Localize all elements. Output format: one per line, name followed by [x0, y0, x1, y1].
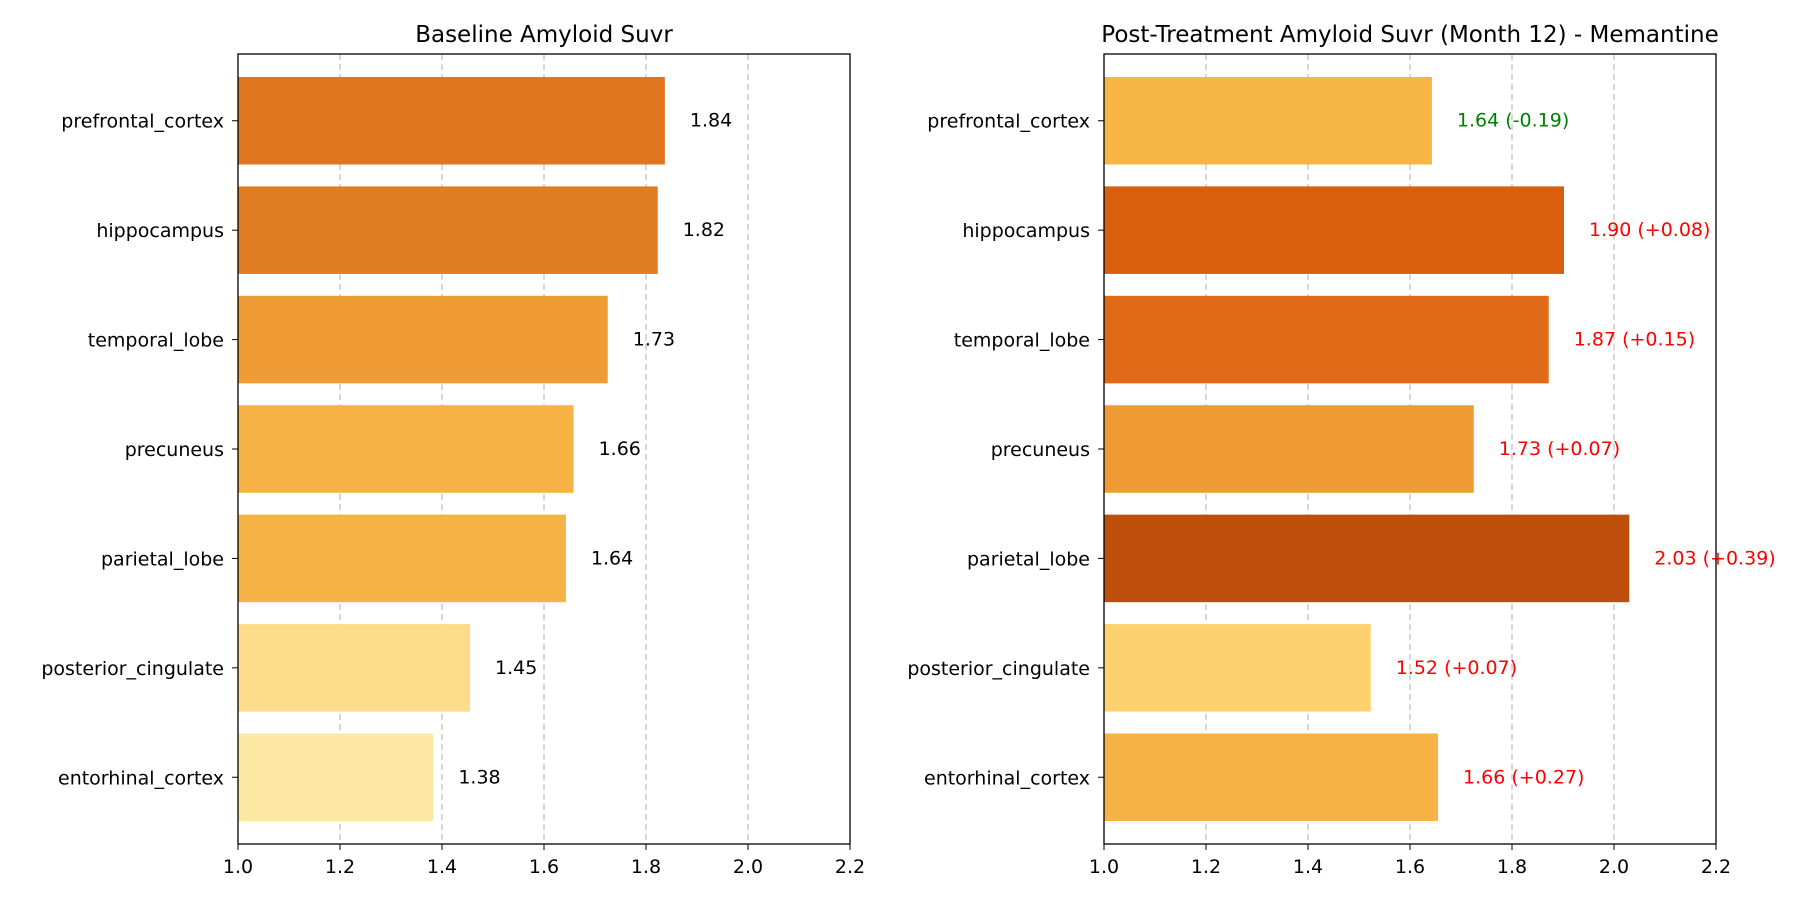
data-label: 2.03 (+0.39)	[1654, 547, 1775, 569]
data-label: 1.73 (+0.07)	[1499, 438, 1620, 460]
x-tick-label: 2.0	[733, 856, 763, 878]
y-tick-label: posterior_cingulate	[41, 658, 224, 680]
x-tick-label: 1.4	[427, 856, 457, 878]
bar	[1104, 624, 1371, 712]
x-tick-label: 1.0	[223, 856, 253, 878]
data-label: 1.87 (+0.15)	[1574, 329, 1695, 351]
bar	[1104, 186, 1565, 274]
bar	[1104, 733, 1439, 822]
data-label: 1.73	[633, 329, 675, 351]
bar	[238, 733, 434, 822]
y-tick-label: parietal_lobe	[967, 548, 1090, 570]
y-tick-label: posterior_cingulate	[907, 658, 1090, 680]
data-label: 1.52 (+0.07)	[1396, 657, 1517, 679]
bar	[1104, 514, 1630, 603]
data-label: 1.84	[690, 110, 732, 132]
data-label: 1.66	[599, 438, 641, 460]
bar	[238, 624, 471, 712]
y-tick-label: entorhinal_cortex	[58, 767, 224, 789]
y-tick-label: hippocampus	[962, 220, 1090, 242]
bar	[238, 76, 665, 165]
data-label: 1.38	[458, 766, 500, 788]
chart-title: Baseline Amyloid Suvr	[415, 22, 673, 48]
data-label: 1.90 (+0.08)	[1589, 219, 1710, 241]
y-tick-label: temporal_lobe	[88, 330, 224, 352]
x-tick-label: 1.2	[1191, 856, 1221, 878]
x-tick-label: 2.2	[1701, 856, 1731, 878]
bar	[1104, 295, 1549, 384]
chart-title: Post-Treatment Amyloid Suvr (Month 12) -…	[1101, 22, 1718, 48]
x-tick-label: 2.2	[835, 856, 865, 878]
data-label: 1.82	[683, 219, 725, 241]
data-label: 1.64	[591, 547, 633, 569]
baseline-panel: 1.84 prefrontal_cortex 1.82 hippocampus 1.73…	[41, 22, 865, 878]
x-tick-label: 2.0	[1599, 856, 1629, 878]
x-tick-label: 1.6	[529, 856, 559, 878]
y-tick-label: parietal_lobe	[101, 548, 224, 570]
y-tick-label: temporal_lobe	[954, 330, 1090, 352]
x-tick-label: 1.8	[1497, 856, 1527, 878]
data-label: 1.45	[495, 657, 537, 679]
bar	[238, 514, 566, 603]
bar	[1104, 405, 1474, 493]
y-tick-label: precuneus	[125, 439, 224, 461]
x-tick-label: 1.2	[325, 856, 355, 878]
x-tick-label: 1.8	[631, 856, 661, 878]
data-label: 1.64 (-0.19)	[1457, 110, 1569, 132]
y-tick-label: prefrontal_cortex	[927, 111, 1090, 133]
bar	[238, 295, 608, 384]
y-tick-label: entorhinal_cortex	[924, 767, 1090, 789]
bar	[1104, 76, 1432, 165]
bar	[238, 405, 574, 493]
bar	[238, 186, 658, 274]
y-tick-label: prefrontal_cortex	[61, 111, 224, 133]
x-tick-label: 1.6	[1395, 856, 1425, 878]
data-label: 1.66 (+0.27)	[1463, 766, 1584, 788]
y-tick-label: precuneus	[991, 439, 1090, 461]
x-tick-label: 1.4	[1293, 856, 1323, 878]
post-treatment-panel: 1.64 (-0.19) prefrontal_cortex 1.90 (+0.08…	[907, 22, 1775, 878]
y-tick-label: hippocampus	[96, 220, 224, 242]
x-tick-label: 1.0	[1089, 856, 1119, 878]
